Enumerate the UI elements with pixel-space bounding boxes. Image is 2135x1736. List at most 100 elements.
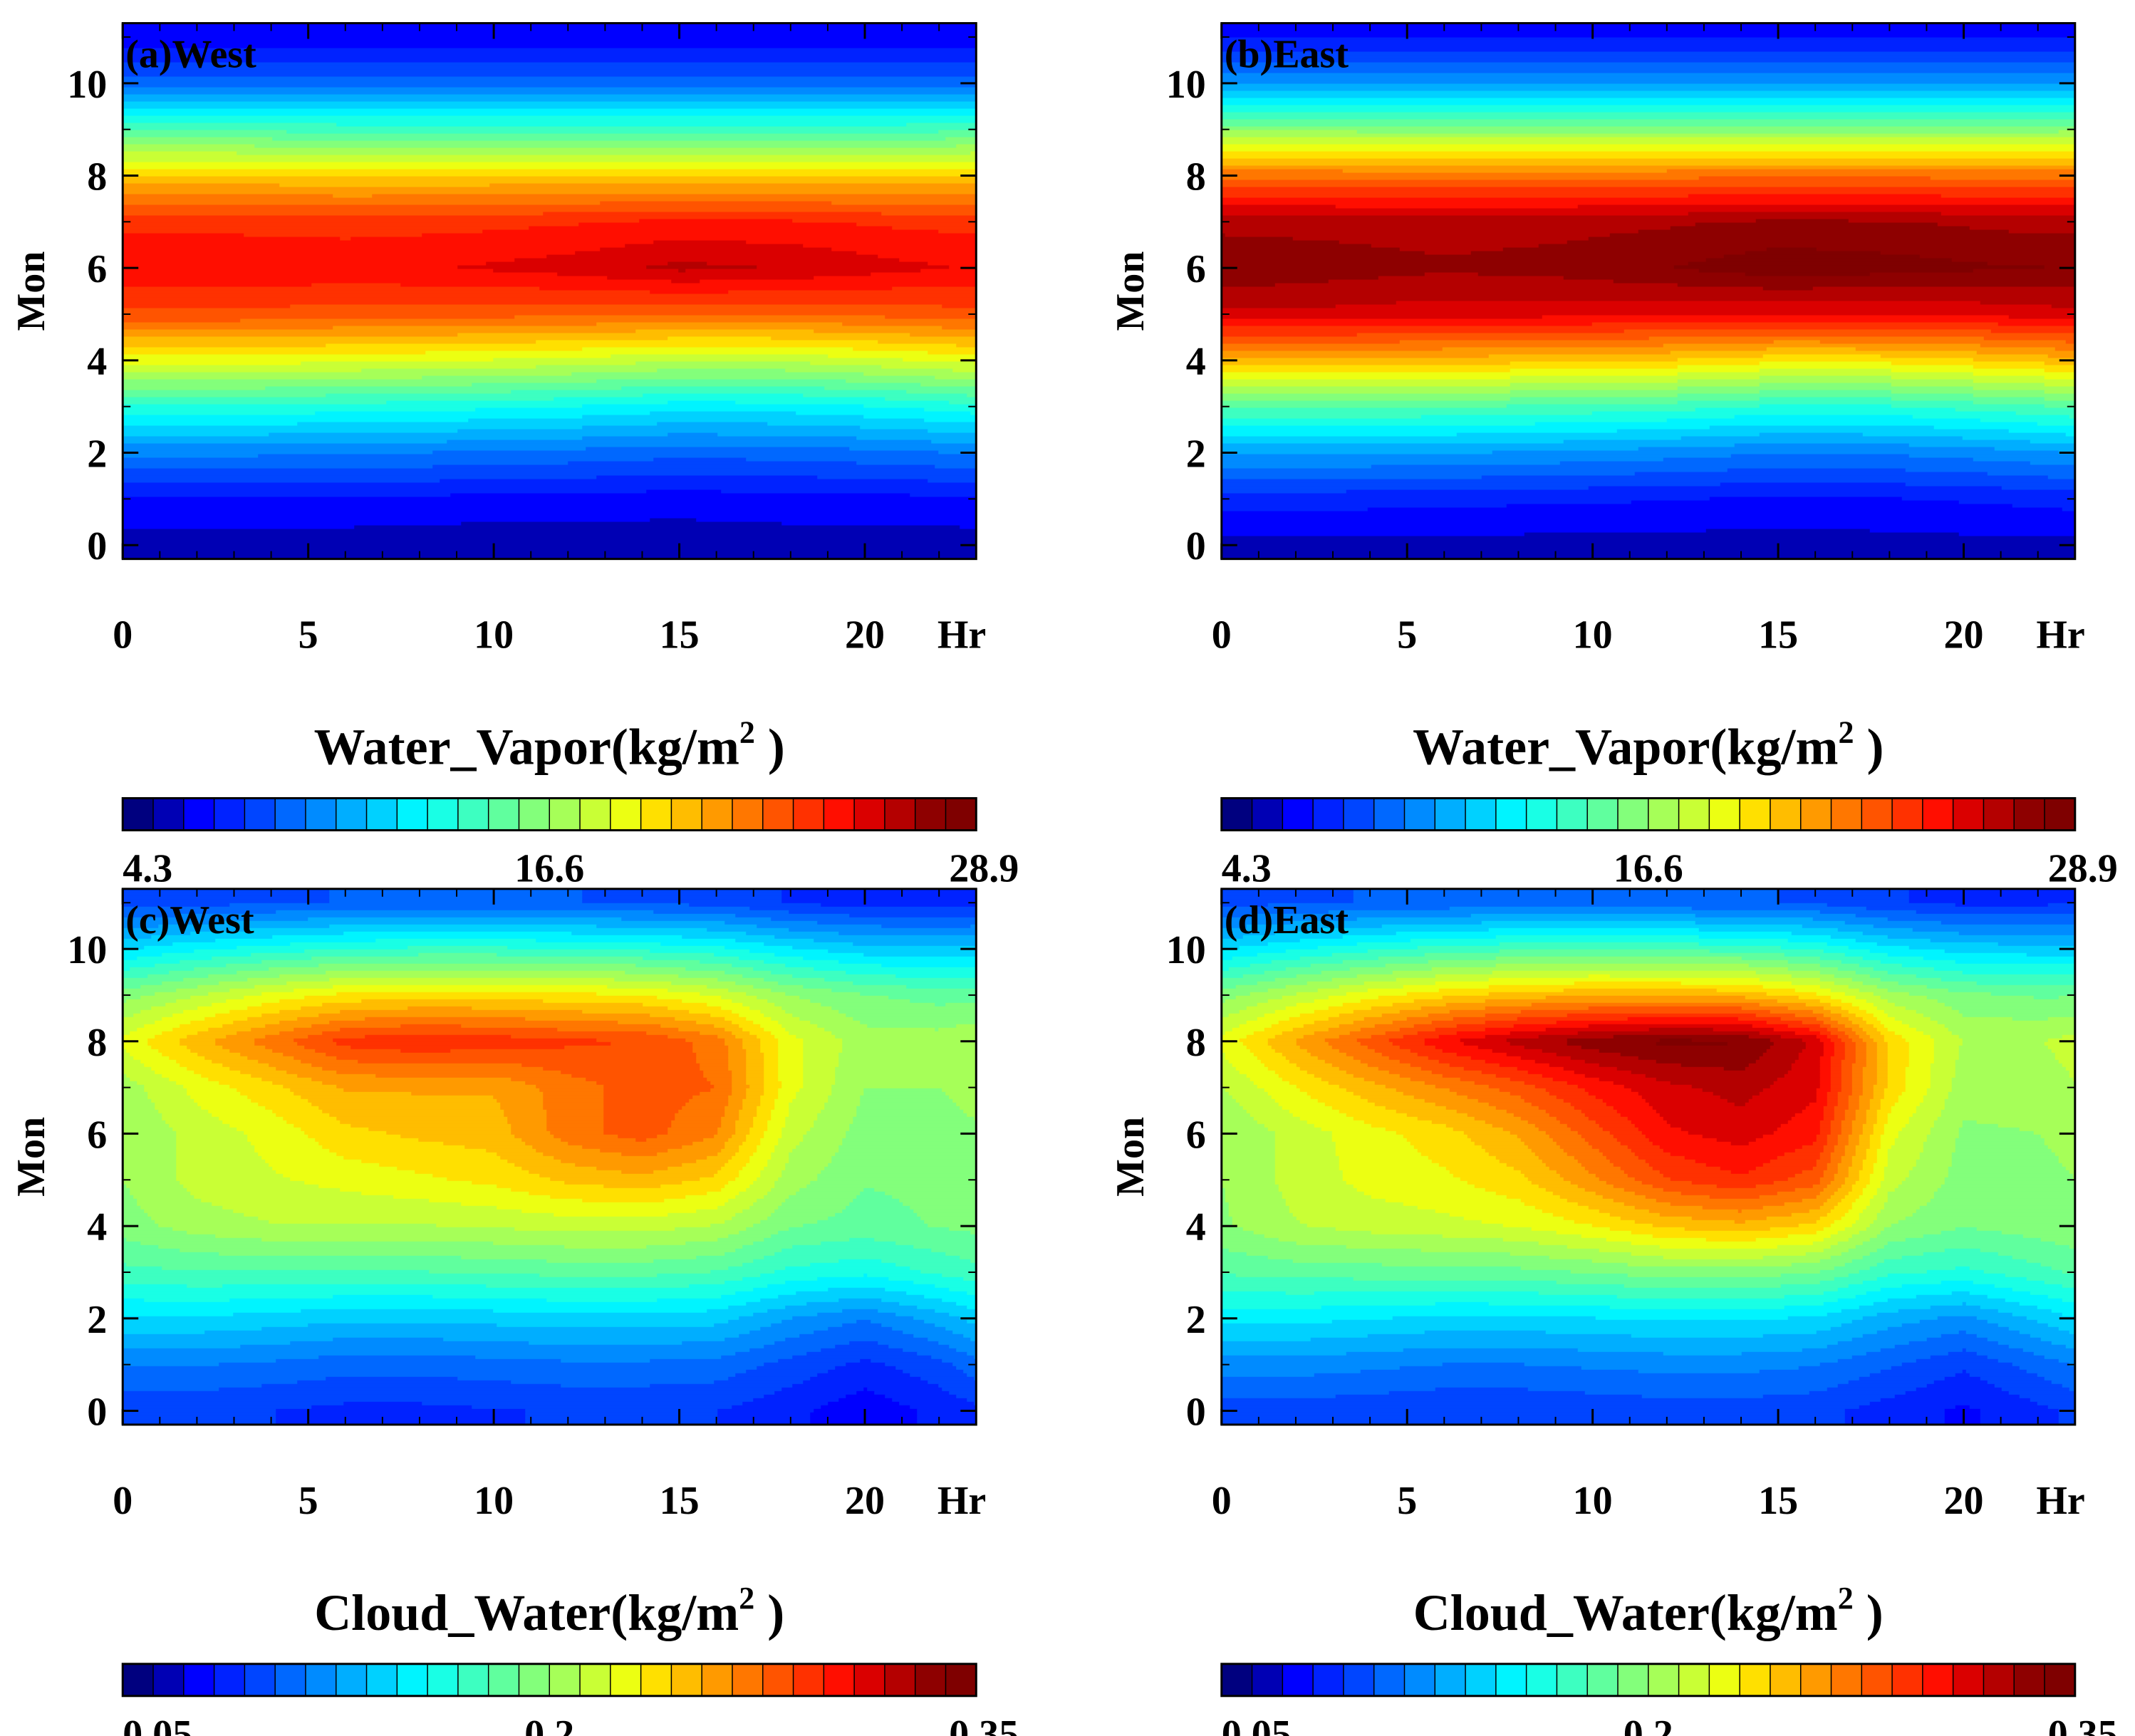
heatmap-cell [201, 1074, 251, 1078]
heatmap-cell [1221, 974, 1244, 979]
heatmap-cell [1267, 1041, 1297, 1046]
heatmap-cell [1876, 1152, 1889, 1157]
heatmap-cell [130, 1077, 170, 1082]
heatmap-cell [1884, 1009, 1917, 1014]
colorbar-swatch [1617, 798, 1649, 831]
heatmap-cell [806, 1301, 900, 1306]
heatmap-cell [1221, 1362, 1443, 1367]
heatmap-cell [714, 1380, 804, 1385]
heatmap-cell [692, 1045, 729, 1050]
heatmap-cell [1221, 340, 1401, 345]
colorbar-swatch [153, 1663, 185, 1696]
heatmap-cell [2037, 1319, 2076, 1324]
colorbar-swatch [1221, 798, 1253, 831]
heatmap-cell [244, 233, 422, 238]
heatmap-cell [472, 1006, 668, 1011]
heatmap-cell [1916, 1387, 2002, 1392]
heatmap-cell [1627, 1173, 1664, 1178]
heatmap-cell [1987, 1355, 2045, 1360]
heatmap-cell [831, 1006, 977, 1011]
heatmap-cell [140, 1059, 177, 1064]
heatmap-cell [1866, 1045, 1878, 1050]
heatmap-cell [881, 924, 971, 929]
heatmap-cell [1221, 1041, 1244, 1046]
heatmap-cell [155, 1034, 187, 1039]
colorbar-swatch [336, 798, 368, 831]
heatmap-cell [123, 254, 547, 259]
heatmap-cell [525, 1141, 568, 1146]
heatmap-cell [1274, 1177, 1344, 1182]
heatmap-cell [1780, 1284, 1849, 1289]
heatmap-cell [1274, 1170, 1344, 1175]
heatmap-cell [123, 69, 977, 74]
heatmap-cell [336, 992, 597, 997]
heatmap-cell [742, 1262, 811, 1267]
heatmap-cell [550, 1195, 686, 1200]
heatmap-cell [261, 992, 337, 997]
colorbar-tick-label: 0.2 [1624, 1712, 1673, 1736]
x-tick-label: 5 [298, 1479, 318, 1523]
heatmap-cell [1973, 379, 2076, 384]
heatmap-cell [1371, 1195, 1507, 1200]
heatmap-cell [1314, 1020, 1354, 1025]
heatmap-cell [123, 130, 287, 135]
heatmap-cell [803, 1045, 843, 1050]
heatmap-cell [724, 1252, 775, 1257]
heatmap-cell [678, 1109, 725, 1114]
heatmap-cell [970, 1259, 977, 1264]
heatmap-cell [1242, 1041, 1269, 1046]
heatmap-cell [1652, 1234, 1789, 1239]
heatmap-cell [1862, 1241, 1889, 1246]
heatmap-cell [1819, 1155, 1832, 1160]
heatmap-cell [2044, 1138, 2076, 1143]
heatmap-cell [1342, 1170, 1450, 1175]
heatmap-cell [272, 1081, 323, 1086]
heatmap-cell [1859, 1170, 1874, 1175]
heatmap-cell [158, 1244, 565, 1249]
heatmap-cell [710, 1088, 732, 1093]
heatmap-cell [233, 1312, 754, 1317]
heatmap-cell [799, 1088, 832, 1093]
x-tick-label: 15 [1758, 613, 1798, 658]
heatmap-cell [1837, 1095, 1849, 1100]
heatmap-cell [1232, 956, 1301, 961]
variable-title-close: ) [754, 1584, 784, 1641]
heatmap-cell [1876, 1159, 1889, 1164]
heatmap-cell [2051, 1266, 2076, 1271]
heatmap-cell [682, 1180, 729, 1185]
heatmap-cell [1510, 1252, 1632, 1257]
heatmap-cell [304, 1180, 472, 1185]
heatmap-cell [1891, 1145, 1924, 1150]
heatmap-cell [1951, 1155, 2059, 1160]
heatmap-cell [1777, 1191, 1821, 1196]
heatmap-cell [1859, 1102, 1871, 1107]
heatmap-cell [1232, 1095, 1272, 1100]
heatmap-cell [739, 1170, 761, 1175]
heatmap-cell [123, 258, 515, 263]
heatmap-cell [757, 1198, 786, 1203]
heatmap-cell [472, 1180, 565, 1185]
heatmap-cell [1342, 935, 1497, 940]
heatmap-cell [1321, 1305, 1611, 1310]
heatmap-cell [2019, 1330, 2070, 1335]
heatmap-cell [1962, 970, 2076, 975]
heatmap-cell [1898, 1134, 1928, 1139]
heatmap-cell [603, 1098, 690, 1103]
variable-title: Water_Vapor(kg/m2 ) [314, 715, 785, 776]
heatmap-cell [1926, 1134, 1960, 1139]
heatmap-cell [1542, 315, 2010, 320]
heatmap-cell [757, 265, 950, 270]
heatmap-cell [1848, 1134, 1860, 1139]
heatmap-cell [952, 1098, 977, 1103]
heatmap-cell [778, 1052, 804, 1057]
heatmap-cell [1876, 1077, 1889, 1082]
heatmap-cell [123, 981, 162, 986]
heatmap-cell [1631, 1070, 1789, 1075]
heatmap-cell [667, 432, 718, 437]
heatmap-cell [1282, 1077, 1322, 1082]
colorbar-tick-label: 28.9 [949, 847, 1019, 891]
heatmap-cell [1599, 1177, 1636, 1182]
heatmap-cell [497, 1205, 718, 1210]
heatmap-cell [1862, 931, 1960, 936]
heatmap-cell [1894, 1002, 1946, 1007]
